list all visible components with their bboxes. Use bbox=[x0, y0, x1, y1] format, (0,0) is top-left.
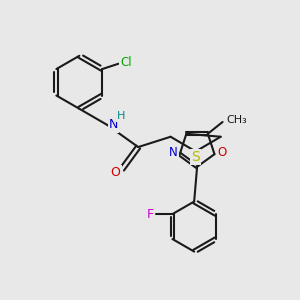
Text: H: H bbox=[117, 110, 126, 121]
Text: O: O bbox=[217, 146, 226, 159]
Text: S: S bbox=[191, 150, 200, 164]
Text: N: N bbox=[169, 146, 178, 159]
Text: F: F bbox=[147, 208, 154, 220]
Text: CH₃: CH₃ bbox=[226, 115, 247, 124]
Text: N: N bbox=[109, 118, 118, 131]
Text: Cl: Cl bbox=[120, 56, 132, 69]
Text: O: O bbox=[111, 166, 121, 179]
